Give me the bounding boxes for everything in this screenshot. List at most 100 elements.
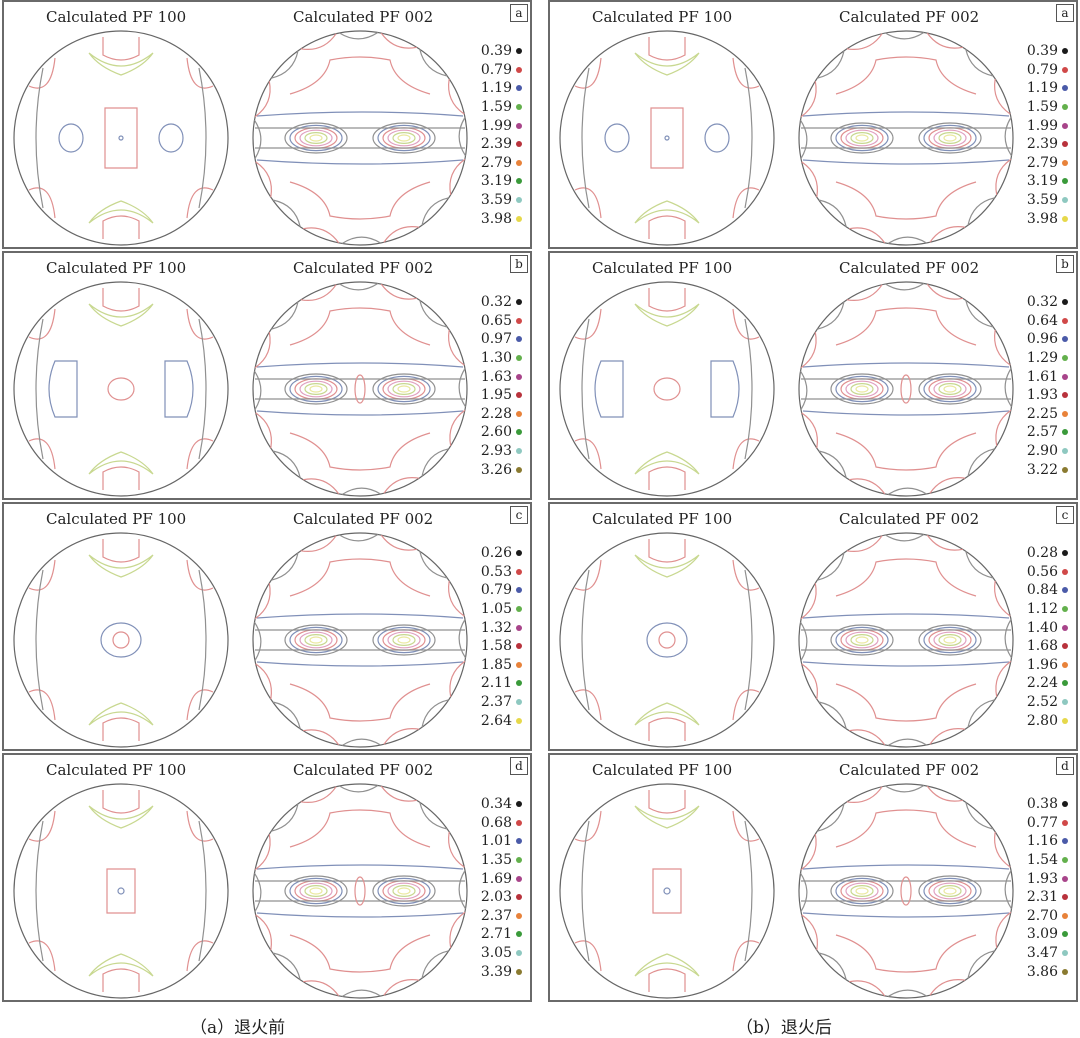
- legend-value: 2.52: [1026, 694, 1058, 711]
- rim-contour: [254, 834, 271, 871]
- legend-entry: 1.68: [1008, 637, 1068, 656]
- legend-entry: 0.26: [462, 544, 522, 563]
- legend-color-dot: [516, 587, 522, 594]
- pole-figure-plot: [13, 281, 468, 497]
- peak-contour: [933, 882, 967, 900]
- pf002-circle: [252, 30, 468, 246]
- pole-contour: [88, 805, 154, 829]
- edge-contour: [198, 820, 207, 962]
- edge-contour: [28, 308, 56, 470]
- peak-contour: [372, 373, 436, 405]
- legend-color-dot: [516, 466, 522, 473]
- center-contour: [650, 107, 684, 169]
- band-contour: [256, 362, 464, 368]
- legend-color-dot: [1062, 429, 1068, 436]
- rim-contour: [965, 802, 994, 830]
- legend-entry: 1.61: [1008, 367, 1068, 386]
- legend-entry: 1.93: [1008, 386, 1068, 405]
- legend-entry: 2.52: [1008, 693, 1068, 712]
- peak-contour: [918, 122, 982, 154]
- peak-contour: [850, 132, 874, 145]
- legend-value: 1.61: [1026, 368, 1058, 385]
- legend-color-dot: [516, 299, 522, 306]
- edge-contour: [744, 67, 753, 209]
- legend-entry: 1.40: [1008, 618, 1068, 637]
- peak-contour: [835, 626, 889, 654]
- pf100-title: Calculated PF 100: [46, 8, 187, 26]
- legend-color-dot: [1062, 968, 1068, 975]
- rim-contour: [448, 831, 465, 868]
- legend-color-dot: [516, 392, 522, 399]
- peak-contour: [938, 132, 962, 145]
- legend-color-dot: [1062, 122, 1068, 129]
- rim-contour: [885, 784, 925, 793]
- legend-value: 0.68: [480, 814, 512, 831]
- rim-contour: [380, 785, 417, 802]
- hump-contour: [289, 809, 431, 848]
- peak-contour: [387, 882, 421, 900]
- rim-contour: [846, 535, 883, 552]
- rim-contour: [926, 785, 963, 802]
- rim-contour: [253, 872, 262, 912]
- pole-contour: [88, 200, 154, 224]
- rim-contour: [800, 332, 817, 369]
- peak-contour: [309, 636, 323, 644]
- side-contour: [704, 123, 730, 153]
- legend-value: 0.38: [1026, 796, 1058, 813]
- legend-value: 0.79: [480, 582, 512, 599]
- rim-contour: [300, 33, 337, 50]
- center-contour: [652, 868, 682, 914]
- edge-contour: [574, 559, 602, 721]
- rim-contour: [380, 283, 417, 300]
- rim-contour: [887, 487, 927, 496]
- pole-contour: [88, 52, 154, 76]
- edge-contour: [581, 67, 590, 209]
- legend-entry: 2.28: [462, 405, 522, 424]
- rim-contour: [419, 802, 448, 830]
- rim-contour: [965, 49, 994, 77]
- legend-value: 3.39: [480, 963, 512, 980]
- rim-contour: [818, 199, 847, 227]
- legend-color-dot: [1062, 215, 1068, 222]
- pf100-circle: [13, 281, 229, 497]
- panel-letter: d: [510, 757, 528, 775]
- pole-contour: [88, 451, 154, 475]
- peak-contour: [377, 626, 431, 654]
- rim-contour: [449, 911, 466, 948]
- legend-value: 3.09: [1026, 926, 1058, 943]
- pole-contour: [648, 717, 686, 741]
- rim-contour: [255, 161, 272, 198]
- peak-contour: [289, 626, 343, 654]
- panel-letter: a: [1056, 4, 1074, 22]
- rim-contour: [380, 534, 417, 551]
- rim-contour: [458, 619, 467, 659]
- center-contour: [354, 374, 366, 404]
- pole-figure-panel: Calculated PF 100 Calculated PF 002 d 0.38 0…: [548, 753, 1078, 1002]
- center-contour: [100, 622, 142, 658]
- legend-color-dot: [1062, 178, 1068, 185]
- peak-contour: [943, 134, 957, 142]
- pf002-title: Calculated PF 002: [293, 510, 434, 528]
- peak-contour: [845, 129, 879, 147]
- edge-contour: [732, 559, 760, 721]
- intensity-legend: 0.39 0.79 1.19 1.59 1.99 2.39 2.79 3.19 3.59 3.98: [1008, 42, 1068, 228]
- legend-entry: 0.32: [462, 293, 522, 312]
- peak-contour: [845, 380, 879, 398]
- legend-entry: 2.39: [1008, 135, 1068, 154]
- legend-value: 1.93: [1026, 387, 1058, 404]
- legend-color-dot: [516, 550, 522, 557]
- edge-contour: [574, 57, 602, 219]
- peak-contour: [830, 624, 894, 656]
- legend-entry: 2.64: [462, 711, 522, 730]
- pf100-circle: [559, 783, 775, 999]
- band-contour: [802, 159, 1010, 165]
- hump-contour: [289, 558, 431, 597]
- rim-contour: [272, 952, 301, 980]
- legend-value: 1.99: [1026, 117, 1058, 134]
- peak-contour: [840, 629, 884, 651]
- legend-value: 1.59: [1026, 99, 1058, 116]
- legend-color-dot: [516, 857, 522, 864]
- rim-contour: [341, 236, 381, 245]
- rim-contour: [800, 834, 817, 871]
- peak-contour: [294, 629, 338, 651]
